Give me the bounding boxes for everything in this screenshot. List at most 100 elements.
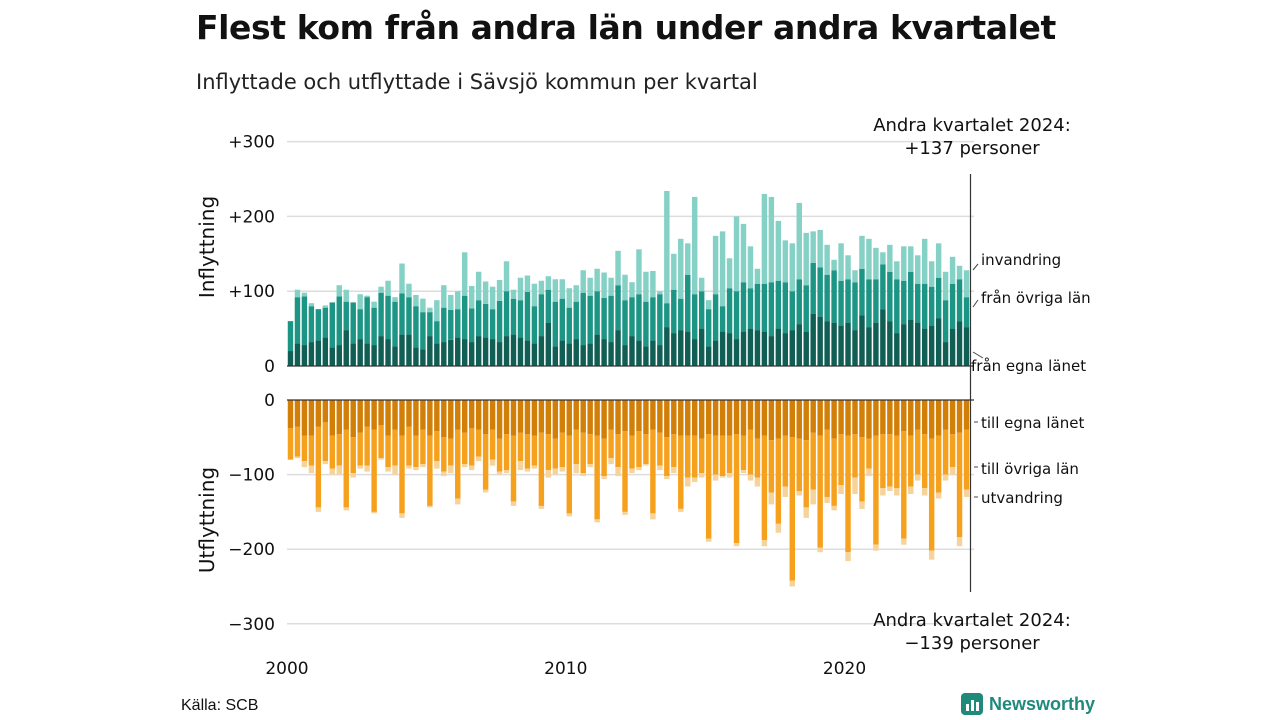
bar-to-own-county: [678, 400, 684, 436]
bar-from-other-counties: [747, 288, 754, 329]
inflow-bars: [287, 190, 970, 366]
bar-immigration: [580, 270, 586, 293]
bar-to-own-county: [719, 400, 726, 436]
bar-emigration: [852, 477, 858, 494]
bar-from-own-county: [350, 343, 356, 366]
bar-immigration: [761, 193, 768, 284]
bar-to-own-county: [691, 400, 698, 436]
bar-from-other-counties: [726, 288, 733, 334]
bar-to-own-county: [664, 400, 670, 438]
bar-emigration: [427, 505, 433, 508]
bar-emigration: [824, 496, 830, 503]
bar-from-other-counties: [908, 271, 914, 320]
bar-to-own-county: [475, 400, 482, 430]
bar-to-other-counties: [336, 434, 342, 466]
bar-to-own-county: [343, 400, 349, 430]
bar-emigration: [698, 473, 705, 478]
bar-from-other-counties: [608, 295, 614, 343]
bar-to-own-county: [935, 400, 942, 436]
bar-from-own-county: [726, 333, 733, 366]
bar-to-own-county: [441, 400, 447, 438]
bar-from-own-county: [594, 334, 600, 366]
bar-from-other-counties: [343, 301, 349, 331]
bar-emigration: [789, 580, 795, 587]
bar-to-own-county: [956, 400, 963, 433]
bar-from-other-counties: [803, 285, 809, 332]
bar-emigration: [782, 486, 789, 497]
bar-from-own-county: [817, 316, 823, 366]
bar-from-own-county: [747, 328, 754, 366]
bar-from-own-county: [636, 340, 642, 366]
bar-to-own-county: [726, 400, 733, 436]
bar-emigration: [928, 550, 935, 560]
bar-to-own-county: [406, 400, 412, 427]
bar-immigration: [629, 282, 635, 298]
bar-from-other-counties: [364, 297, 370, 344]
bar-from-own-county: [859, 315, 865, 366]
bar-emigration: [420, 464, 426, 468]
bar-immigration: [733, 216, 740, 292]
bar-to-other-counties: [392, 429, 398, 466]
bar-to-own-county: [636, 400, 642, 432]
bar-from-own-county: [824, 321, 830, 366]
bar-from-other-counties: [838, 280, 844, 326]
bar-from-own-county: [712, 340, 719, 366]
bar-from-other-counties: [496, 300, 503, 343]
bar-from-own-county: [880, 309, 886, 366]
bar-emigration: [573, 464, 579, 474]
bar-from-own-county: [482, 337, 489, 366]
bar-to-own-county: [859, 400, 865, 438]
bar-immigration: [817, 229, 823, 268]
bar-emigration: [531, 465, 538, 469]
bar-to-own-county: [566, 400, 572, 436]
bar-to-other-counties: [768, 440, 775, 493]
bar-immigration: [768, 196, 775, 283]
bar-from-own-county: [935, 318, 942, 366]
bar-from-own-county: [559, 340, 566, 366]
bar-emigration: [935, 492, 942, 499]
bar-emigration: [315, 507, 322, 512]
bar-immigration: [928, 261, 935, 287]
bar-emigration: [740, 470, 747, 474]
bar-from-own-county: [322, 337, 329, 366]
bar-immigration: [726, 258, 733, 289]
bar-from-own-county: [343, 330, 349, 366]
bar-emigration: [580, 473, 586, 477]
bar-immigration: [880, 252, 886, 265]
page-title: Flest kom från andra län under andra kva…: [196, 8, 1056, 47]
bar-to-own-county: [524, 400, 531, 435]
bar-from-own-county: [803, 331, 809, 366]
bar-emigration: [468, 465, 475, 471]
bar-to-other-counties: [580, 432, 586, 474]
label-leader-line: [972, 351, 984, 359]
bar-immigration: [322, 305, 329, 308]
bar-from-own-county: [664, 327, 670, 366]
bar-from-own-county: [901, 324, 907, 366]
bar-from-other-counties: [754, 283, 761, 331]
bar-to-own-county: [754, 400, 761, 439]
bar-to-other-counties: [859, 437, 865, 502]
bottom-annotation-line1: Andra kvartalet 2024:: [873, 610, 1071, 631]
y-tick-label-bottom: −300: [228, 615, 275, 635]
bar-from-other-counties: [740, 282, 747, 332]
bar-emigration: [712, 474, 719, 481]
bar-immigration: [364, 295, 370, 298]
bar-to-other-counties: [343, 429, 349, 508]
bar-from-other-counties: [643, 301, 649, 347]
bar-to-other-counties: [413, 435, 419, 468]
top-annotation-line1: Andra kvartalet 2024:: [873, 115, 1071, 136]
bar-from-other-counties: [587, 295, 593, 344]
bar-from-other-counties: [761, 283, 768, 332]
bar-from-other-counties: [294, 297, 301, 344]
bar-to-own-county: [894, 400, 900, 436]
bar-from-own-county: [287, 351, 294, 366]
bar-from-own-county: [719, 331, 726, 366]
bar-from-other-counties: [531, 306, 538, 344]
bar-to-other-counties: [545, 434, 552, 471]
bar-from-other-counties: [510, 298, 517, 335]
bar-from-own-county: [963, 327, 970, 366]
bar-emigration: [705, 538, 712, 542]
bar-from-own-county: [489, 339, 496, 366]
bar-from-own-county: [845, 322, 851, 366]
bar-to-other-counties: [643, 434, 649, 465]
